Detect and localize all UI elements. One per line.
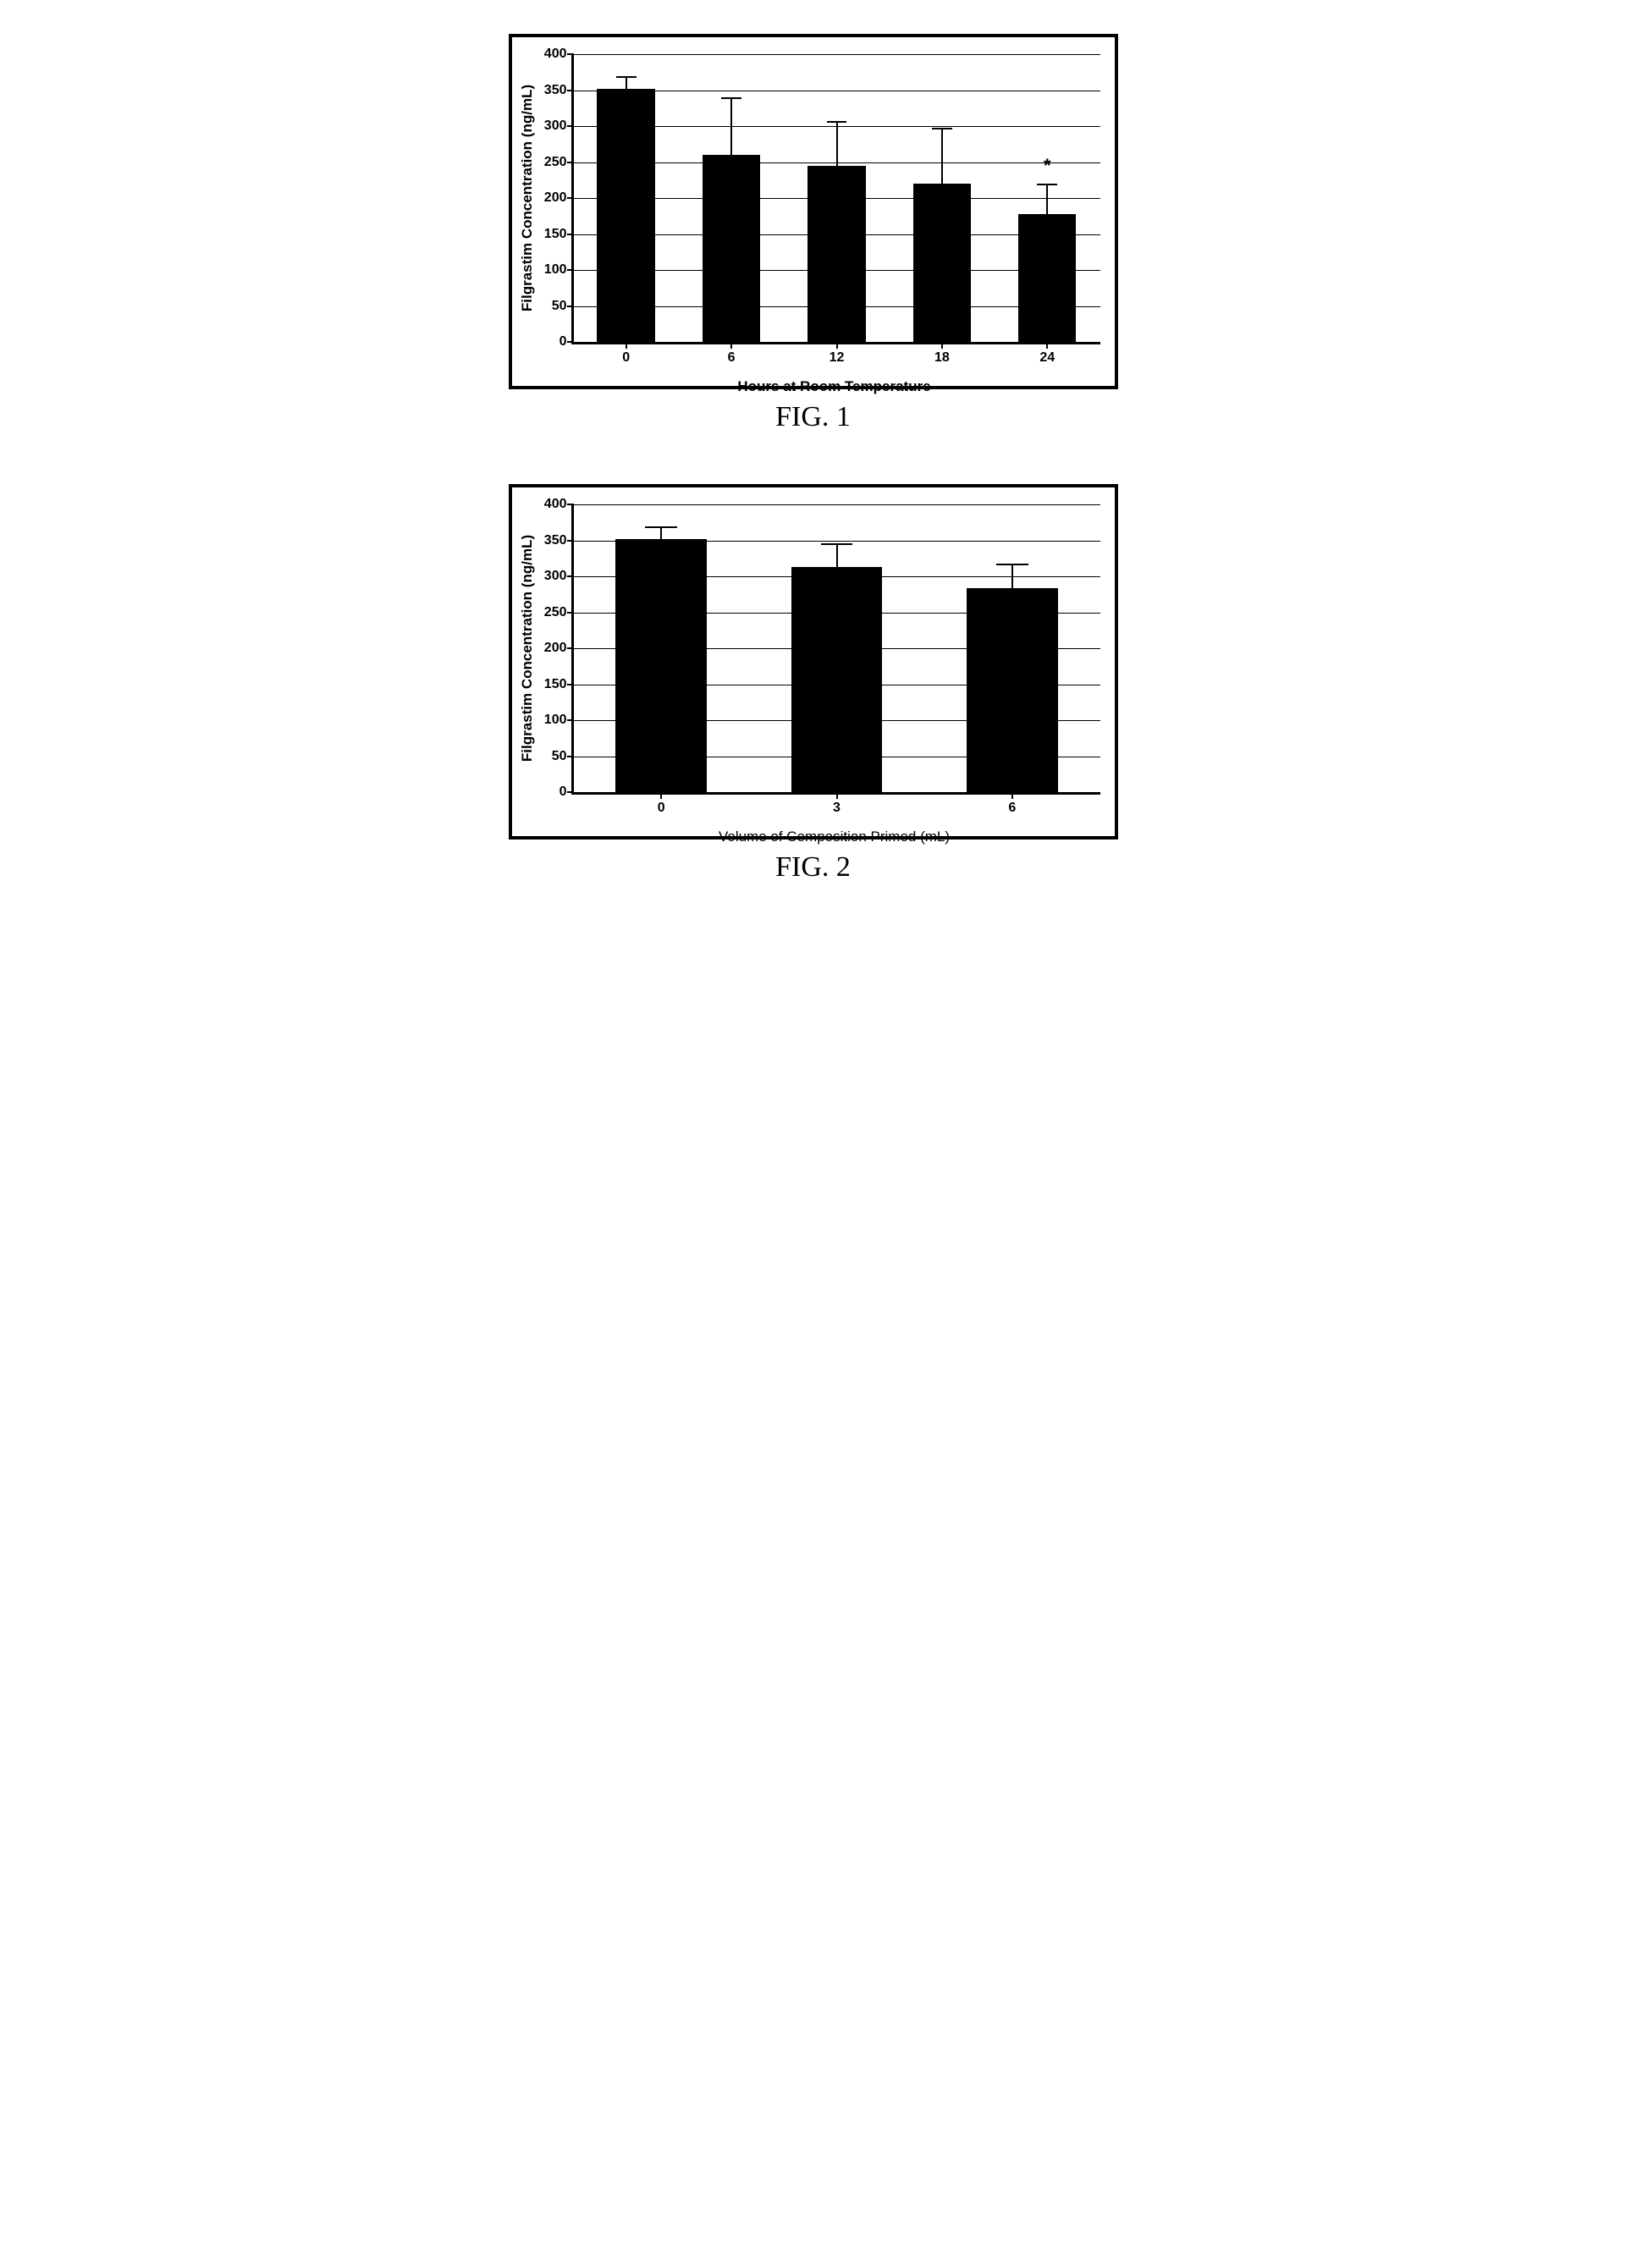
xtick-label: 12: [830, 342, 845, 366]
fig2-xlabel: Volume of Composition Primed (mL): [571, 828, 1098, 845]
xtick-label: 6: [1008, 792, 1016, 816]
bar: [597, 89, 654, 342]
bar: [1018, 214, 1076, 342]
ytick-label: 150: [544, 677, 574, 692]
ytick-label: 100: [544, 713, 574, 728]
errorbar-stem: [941, 128, 943, 184]
fig1-frame: Filgrastim Concentration (ng/mL) 0 50 100 1…: [509, 34, 1118, 389]
gridline: [574, 54, 1100, 55]
errorbar-cap: [821, 543, 853, 545]
errorbar-cap: [932, 128, 952, 129]
ytick-label: 0: [559, 784, 574, 800]
fig1-caption: FIG. 1: [509, 401, 1118, 433]
xtick-label: 18: [934, 342, 950, 366]
ytick-label: 250: [544, 605, 574, 620]
xtick-label: 0: [622, 342, 630, 366]
fig1-plot-area: Filgrastim Concentration (ng/mL) 0501001…: [571, 54, 1100, 344]
errorbar-stem: [626, 76, 627, 88]
ytick-label: 200: [544, 641, 574, 656]
xtick-label: 6: [728, 342, 736, 366]
bar: [615, 539, 707, 792]
ytick-label: 100: [544, 262, 574, 278]
ytick-label: 50: [552, 299, 574, 314]
fig2-plot-area: Filgrastim Concentration (ng/mL) 0501001…: [571, 504, 1100, 795]
ytick-label: 300: [544, 118, 574, 134]
ytick-label: 150: [544, 227, 574, 242]
xtick-label: 24: [1039, 342, 1055, 366]
fig1-xlabel: Hours at Room Temperature: [571, 378, 1098, 395]
fig2-caption: FIG. 2: [509, 851, 1118, 884]
errorbar-cap: [996, 564, 1028, 565]
errorbar-cap: [616, 76, 637, 78]
ytick-label: 400: [544, 47, 574, 62]
errorbar-stem: [836, 121, 838, 166]
ytick-label: 400: [544, 497, 574, 512]
figure-1: Filgrastim Concentration (ng/mL) 0 50 100 1…: [509, 34, 1118, 433]
errorbar-stem: [730, 97, 732, 155]
annotation-star: *: [1044, 155, 1051, 177]
bar: [703, 155, 760, 342]
errorbar-cap: [1037, 184, 1057, 185]
ytick-label: 350: [544, 83, 574, 98]
xtick-label: 3: [833, 792, 841, 816]
gridline: [574, 504, 1100, 505]
bar: [913, 184, 971, 342]
ytick-label: 200: [544, 190, 574, 206]
bar: [967, 588, 1058, 792]
fig2-ylabel: Filgrastim Concentration (ng/mL): [519, 535, 536, 762]
errorbar-stem: [1011, 564, 1013, 588]
figure-2: Filgrastim Concentration (ng/mL) 0 50 100 1…: [509, 484, 1118, 884]
ytick-label: 350: [544, 533, 574, 548]
ytick-label: 250: [544, 155, 574, 170]
ytick-label: 0: [559, 334, 574, 350]
errorbar-cap: [645, 526, 677, 528]
fig2-frame: Filgrastim Concentration (ng/mL) 0 50 100 1…: [509, 484, 1118, 839]
xtick-label: 0: [658, 792, 665, 816]
ytick-label: 50: [552, 749, 574, 764]
fig1-ylabel: Filgrastim Concentration (ng/mL): [519, 85, 536, 311]
bar: [807, 166, 865, 342]
errorbar-cap: [827, 121, 847, 123]
ytick-label: 300: [544, 569, 574, 584]
errorbar-stem: [660, 526, 662, 538]
errorbar-cap: [721, 97, 741, 99]
errorbar-stem: [836, 543, 838, 567]
bar: [791, 567, 883, 792]
errorbar-stem: [1046, 184, 1048, 214]
